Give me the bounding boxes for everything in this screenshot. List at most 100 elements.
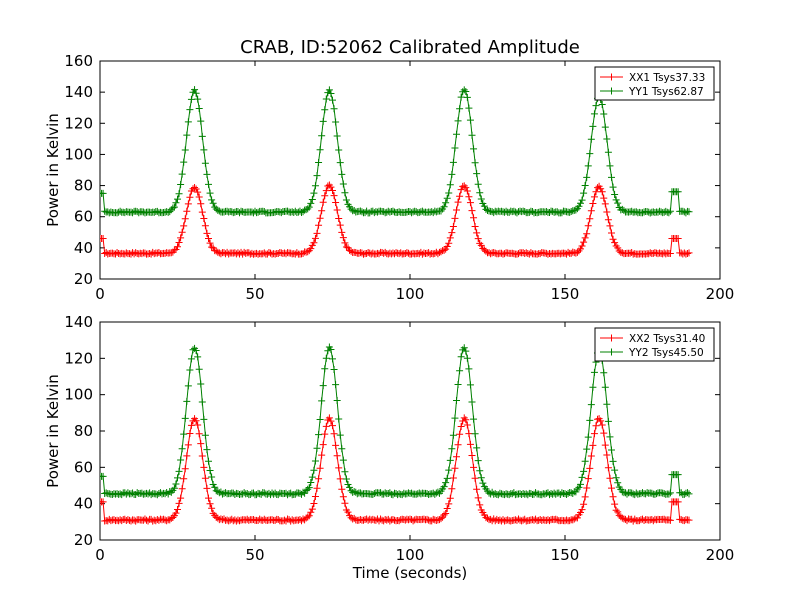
data-point-marker (163, 517, 171, 525)
data-point-marker (611, 500, 619, 508)
data-point-marker (527, 249, 535, 257)
data-point-marker (200, 415, 208, 423)
data-point-marker (473, 170, 481, 178)
data-point-marker (477, 474, 485, 482)
data-point-marker (132, 249, 140, 257)
data-point-marker (321, 106, 329, 114)
data-point-marker (434, 488, 442, 496)
data-point-marker (598, 421, 606, 429)
data-point-marker (240, 489, 248, 497)
data-point-marker (341, 468, 349, 476)
data-point-marker (527, 490, 535, 498)
data-point-marker (457, 423, 465, 430)
data-point-marker (100, 498, 107, 506)
data-point-marker (580, 238, 588, 246)
data-point-marker (581, 493, 589, 501)
data-point-marker (611, 191, 619, 199)
data-point-marker (319, 117, 327, 125)
data-point-marker (614, 244, 622, 252)
data-point-marker (102, 489, 110, 497)
data-point-marker (563, 250, 571, 258)
data-point-marker (632, 208, 640, 216)
data-point-marker (299, 488, 307, 496)
data-point-marker (425, 490, 433, 498)
data-point-marker (587, 401, 595, 409)
data-point-marker (590, 193, 598, 201)
data-point-marker (177, 494, 185, 502)
data-point-marker (318, 397, 326, 405)
data-point-marker (381, 248, 389, 256)
data-point-marker (578, 506, 586, 514)
data-point-marker (208, 473, 216, 481)
data-point-marker (623, 490, 631, 498)
data-point-marker (381, 209, 389, 217)
data-point-marker (442, 479, 450, 487)
data-point-marker (566, 517, 574, 525)
data-point-marker (336, 431, 344, 439)
data-point-marker (203, 446, 211, 454)
data-point-marker (291, 490, 299, 498)
data-point-marker (325, 414, 333, 422)
data-point-marker (346, 483, 354, 491)
data-point-marker (329, 422, 336, 430)
data-point-marker (603, 400, 611, 408)
data-point-marker (180, 222, 188, 230)
data-point-marker (319, 441, 327, 449)
data-point-marker (601, 123, 609, 131)
data-point-marker (113, 248, 121, 256)
data-point-marker (181, 146, 189, 154)
data-point-marker (113, 209, 121, 217)
data-point-marker (567, 489, 575, 497)
data-point-marker (682, 250, 690, 258)
legend-label: YY2 Tsys45.50 (628, 347, 704, 359)
y-tick-label: 120 (64, 114, 93, 132)
data-point-marker (319, 198, 327, 206)
data-point-marker (298, 517, 305, 525)
data-point-marker (484, 514, 491, 522)
data-point-marker (505, 208, 513, 216)
data-point-marker (245, 516, 253, 524)
data-point-marker (515, 250, 522, 258)
data-point-marker (603, 135, 611, 143)
data-point-marker (578, 196, 586, 204)
data-point-marker (187, 421, 195, 429)
data-point-marker (197, 200, 205, 208)
data-point-marker (581, 457, 589, 465)
data-point-marker (473, 485, 481, 493)
data-point-marker (552, 515, 560, 523)
data-point-marker (573, 248, 581, 256)
legend-label: YY1 Tsys62.87 (628, 86, 704, 98)
data-point-marker (685, 208, 693, 216)
data-point-marker (307, 479, 315, 487)
data-point-marker (577, 480, 584, 488)
data-point-marker (429, 209, 437, 217)
data-point-marker (214, 487, 222, 495)
data-point-marker (336, 221, 344, 229)
data-point-marker (341, 499, 349, 507)
data-point-marker (347, 247, 355, 255)
data-point-marker (457, 353, 465, 361)
data-point-marker (601, 383, 609, 391)
data-point-marker (659, 489, 667, 497)
data-point-marker (342, 475, 350, 483)
data-point-marker (507, 517, 515, 525)
data-point-marker (666, 516, 674, 524)
data-point-marker (445, 466, 453, 474)
data-point-marker (335, 464, 343, 472)
data-point-marker (373, 208, 381, 216)
data-point-marker (398, 491, 406, 499)
data-point-marker (341, 239, 349, 247)
data-point-marker (231, 208, 239, 216)
data-point-marker (449, 474, 457, 482)
data-point-marker (293, 249, 301, 257)
y-tick-label: 40 (74, 239, 93, 257)
data-point-marker (476, 501, 484, 509)
data-point-marker (184, 382, 192, 390)
data-point-marker (311, 457, 319, 465)
legend-box (594, 327, 715, 362)
data-point-marker (456, 430, 464, 438)
data-point-marker (423, 515, 431, 523)
data-point-marker (192, 185, 200, 193)
data-point-marker (685, 516, 693, 524)
